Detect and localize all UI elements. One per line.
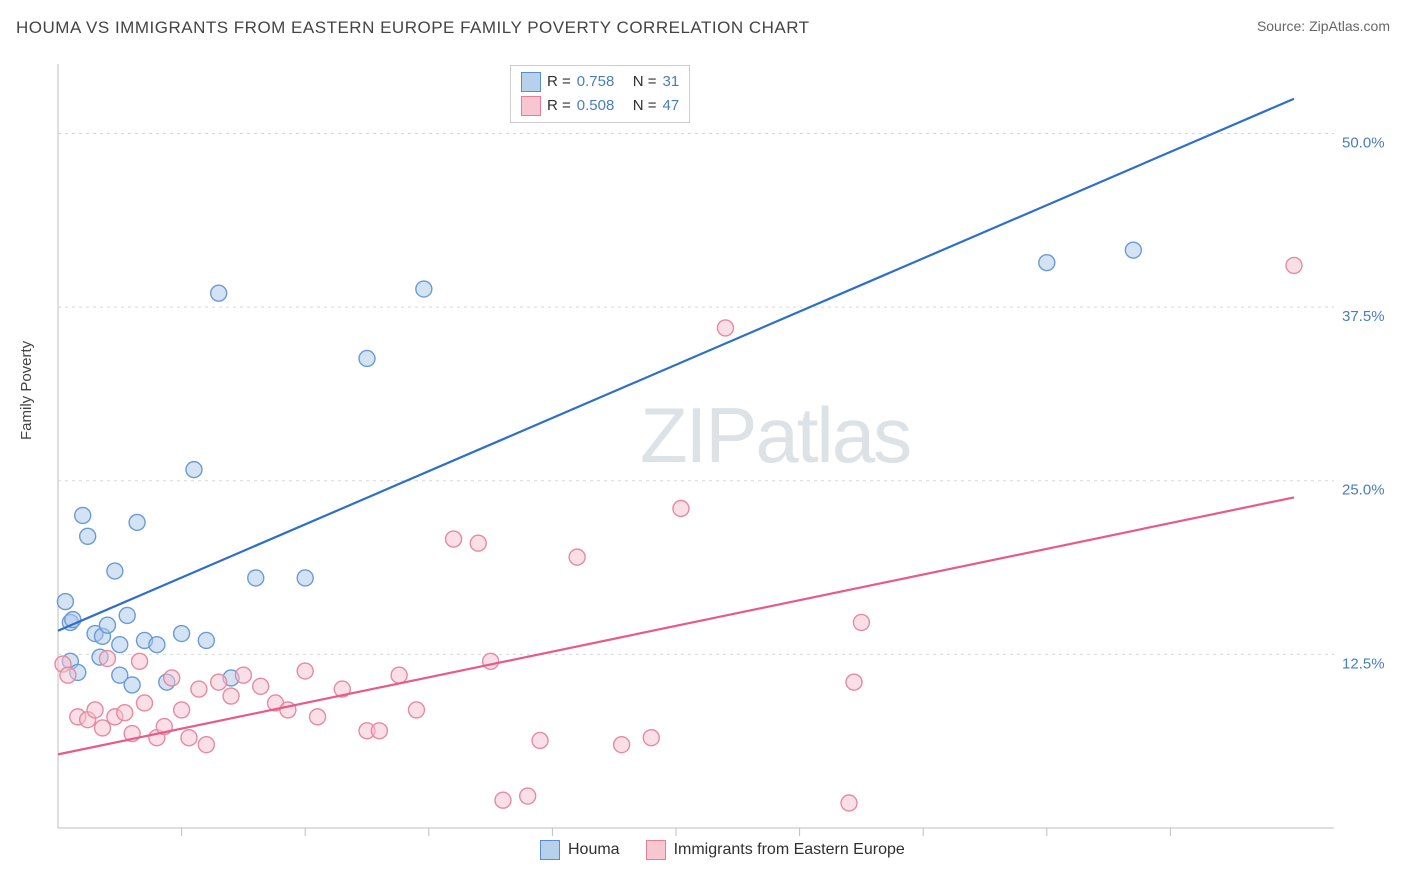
- data-point: [853, 614, 869, 630]
- data-point: [117, 705, 133, 721]
- data-point: [99, 651, 115, 667]
- data-point: [211, 674, 227, 690]
- r-value: 0.758: [577, 70, 627, 94]
- chart-title: HOUMA VS IMMIGRANTS FROM EASTERN EUROPE …: [16, 18, 810, 37]
- data-point: [132, 653, 148, 669]
- data-point: [359, 350, 375, 366]
- data-point: [297, 570, 313, 586]
- source-label: Source: ZipAtlas.com: [1257, 18, 1390, 34]
- data-point: [717, 320, 733, 336]
- data-point: [181, 730, 197, 746]
- data-point: [248, 570, 264, 586]
- legend-label: Immigrants from Eastern Europe: [674, 841, 905, 859]
- data-point: [416, 281, 432, 297]
- data-point: [107, 563, 123, 579]
- data-point: [129, 514, 145, 530]
- data-point: [569, 549, 585, 565]
- scatter-chart-svg: 12.5%25.0%37.5%50.0%0.0%50.0%: [54, 60, 1384, 840]
- legend-stats: R =0.758N =31R =0.508N =47: [510, 65, 690, 123]
- y-grid-label: 37.5%: [1342, 308, 1384, 325]
- data-point: [87, 702, 103, 718]
- y-grid-label: 12.5%: [1342, 655, 1384, 672]
- legend-swatch: [521, 72, 541, 92]
- data-point: [297, 663, 313, 679]
- data-point: [841, 795, 857, 811]
- data-point: [643, 730, 659, 746]
- data-point: [174, 702, 190, 718]
- n-label: N =: [633, 94, 657, 118]
- legend-swatch: [646, 840, 666, 860]
- data-point: [149, 637, 165, 653]
- legend-label: Houma: [568, 841, 620, 859]
- legend-stat-row: R =0.758N =31: [521, 70, 679, 94]
- r-label: R =: [547, 70, 571, 94]
- data-point: [80, 528, 96, 544]
- data-point: [137, 695, 153, 711]
- n-value: 31: [663, 70, 680, 94]
- data-point: [846, 674, 862, 690]
- data-point: [310, 709, 326, 725]
- data-point: [57, 594, 73, 610]
- data-point: [174, 626, 190, 642]
- data-point: [164, 670, 180, 686]
- n-value: 47: [663, 94, 680, 118]
- data-point: [253, 678, 269, 694]
- data-point: [60, 667, 76, 683]
- data-point: [408, 702, 424, 718]
- legend-series: Houma Immigrants from Eastern Europe: [540, 840, 923, 860]
- chart-area: 12.5%25.0%37.5%50.0%0.0%50.0%: [54, 60, 1384, 840]
- r-value: 0.508: [577, 94, 627, 118]
- data-point: [520, 788, 536, 804]
- data-point: [673, 501, 689, 517]
- regression-line: [58, 99, 1294, 631]
- legend-stat-row: R =0.508N =47: [521, 94, 679, 118]
- data-point: [470, 535, 486, 551]
- y-axis-label: Family Poverty: [18, 341, 35, 440]
- data-point: [1286, 257, 1302, 273]
- data-point: [446, 531, 462, 547]
- data-point: [495, 792, 511, 808]
- data-point: [391, 667, 407, 683]
- data-point: [614, 737, 630, 753]
- y-grid-label: 50.0%: [1342, 134, 1384, 151]
- data-point: [483, 653, 499, 669]
- data-point: [94, 720, 110, 736]
- regression-line: [58, 497, 1294, 754]
- legend-swatch: [540, 840, 560, 860]
- r-label: R =: [547, 94, 571, 118]
- data-point: [198, 632, 214, 648]
- data-point: [112, 637, 128, 653]
- data-point: [235, 667, 251, 683]
- data-point: [223, 688, 239, 704]
- data-point: [371, 723, 387, 739]
- data-point: [186, 462, 202, 478]
- legend-swatch: [521, 96, 541, 116]
- data-point: [211, 285, 227, 301]
- data-point: [99, 617, 115, 633]
- data-point: [124, 677, 140, 693]
- y-grid-label: 25.0%: [1342, 482, 1384, 499]
- data-point: [1039, 255, 1055, 271]
- n-label: N =: [633, 70, 657, 94]
- data-point: [532, 732, 548, 748]
- data-point: [75, 507, 91, 523]
- data-point: [1125, 242, 1141, 258]
- data-point: [191, 681, 207, 697]
- data-point: [119, 607, 135, 623]
- data-point: [198, 737, 214, 753]
